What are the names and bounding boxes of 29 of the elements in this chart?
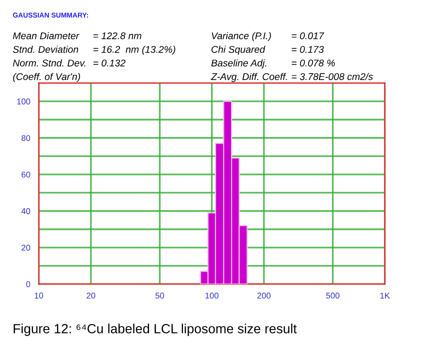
text: = 0.017	[292, 32, 324, 40]
text: Z-Avg. Diff. Coeff.	[210, 72, 287, 82]
x-tick-label: 100	[206, 292, 218, 299]
x-tick-label: 20	[86, 292, 96, 299]
text: Norm. Stnd. Dev.	[12, 59, 86, 66]
text: = 0.173	[292, 46, 324, 53]
y-tick-label: 100	[17, 98, 30, 104]
text: = 0.078 %	[292, 60, 335, 66]
y-tick-label: 0	[26, 281, 30, 288]
x-tick-label: 10	[34, 292, 44, 299]
y-tick-label: 40	[21, 208, 30, 214]
text: = 16.2 nm (13.2%)	[93, 46, 176, 55]
x-tick-label: 500	[326, 292, 340, 299]
text: Variance (P.I.)	[212, 32, 271, 42]
y-tick-label: 20	[22, 244, 30, 251]
text: Mean Diameter	[12, 32, 80, 40]
x-tick-label: 50	[155, 292, 164, 299]
text: = 3.78E-008 cm2/s	[292, 72, 373, 80]
text: = 122.8 nm	[93, 32, 142, 40]
caption: Figure 12: ⁶⁴Cu labeled LCL liposome size result	[14, 324, 297, 336]
y-tick-label: 60	[22, 172, 30, 178]
text: = 0.132	[93, 60, 126, 66]
text: Stnd. Deviation	[12, 46, 78, 53]
y-tick-label: 80	[22, 135, 30, 141]
text: Baseline Adj.	[211, 59, 266, 68]
text: Chi Squared	[212, 46, 266, 55]
x-tick-label: 1K	[380, 292, 390, 298]
text: (Coeff. of Var'n)	[13, 72, 80, 82]
x-tick-label: 200	[257, 292, 271, 299]
